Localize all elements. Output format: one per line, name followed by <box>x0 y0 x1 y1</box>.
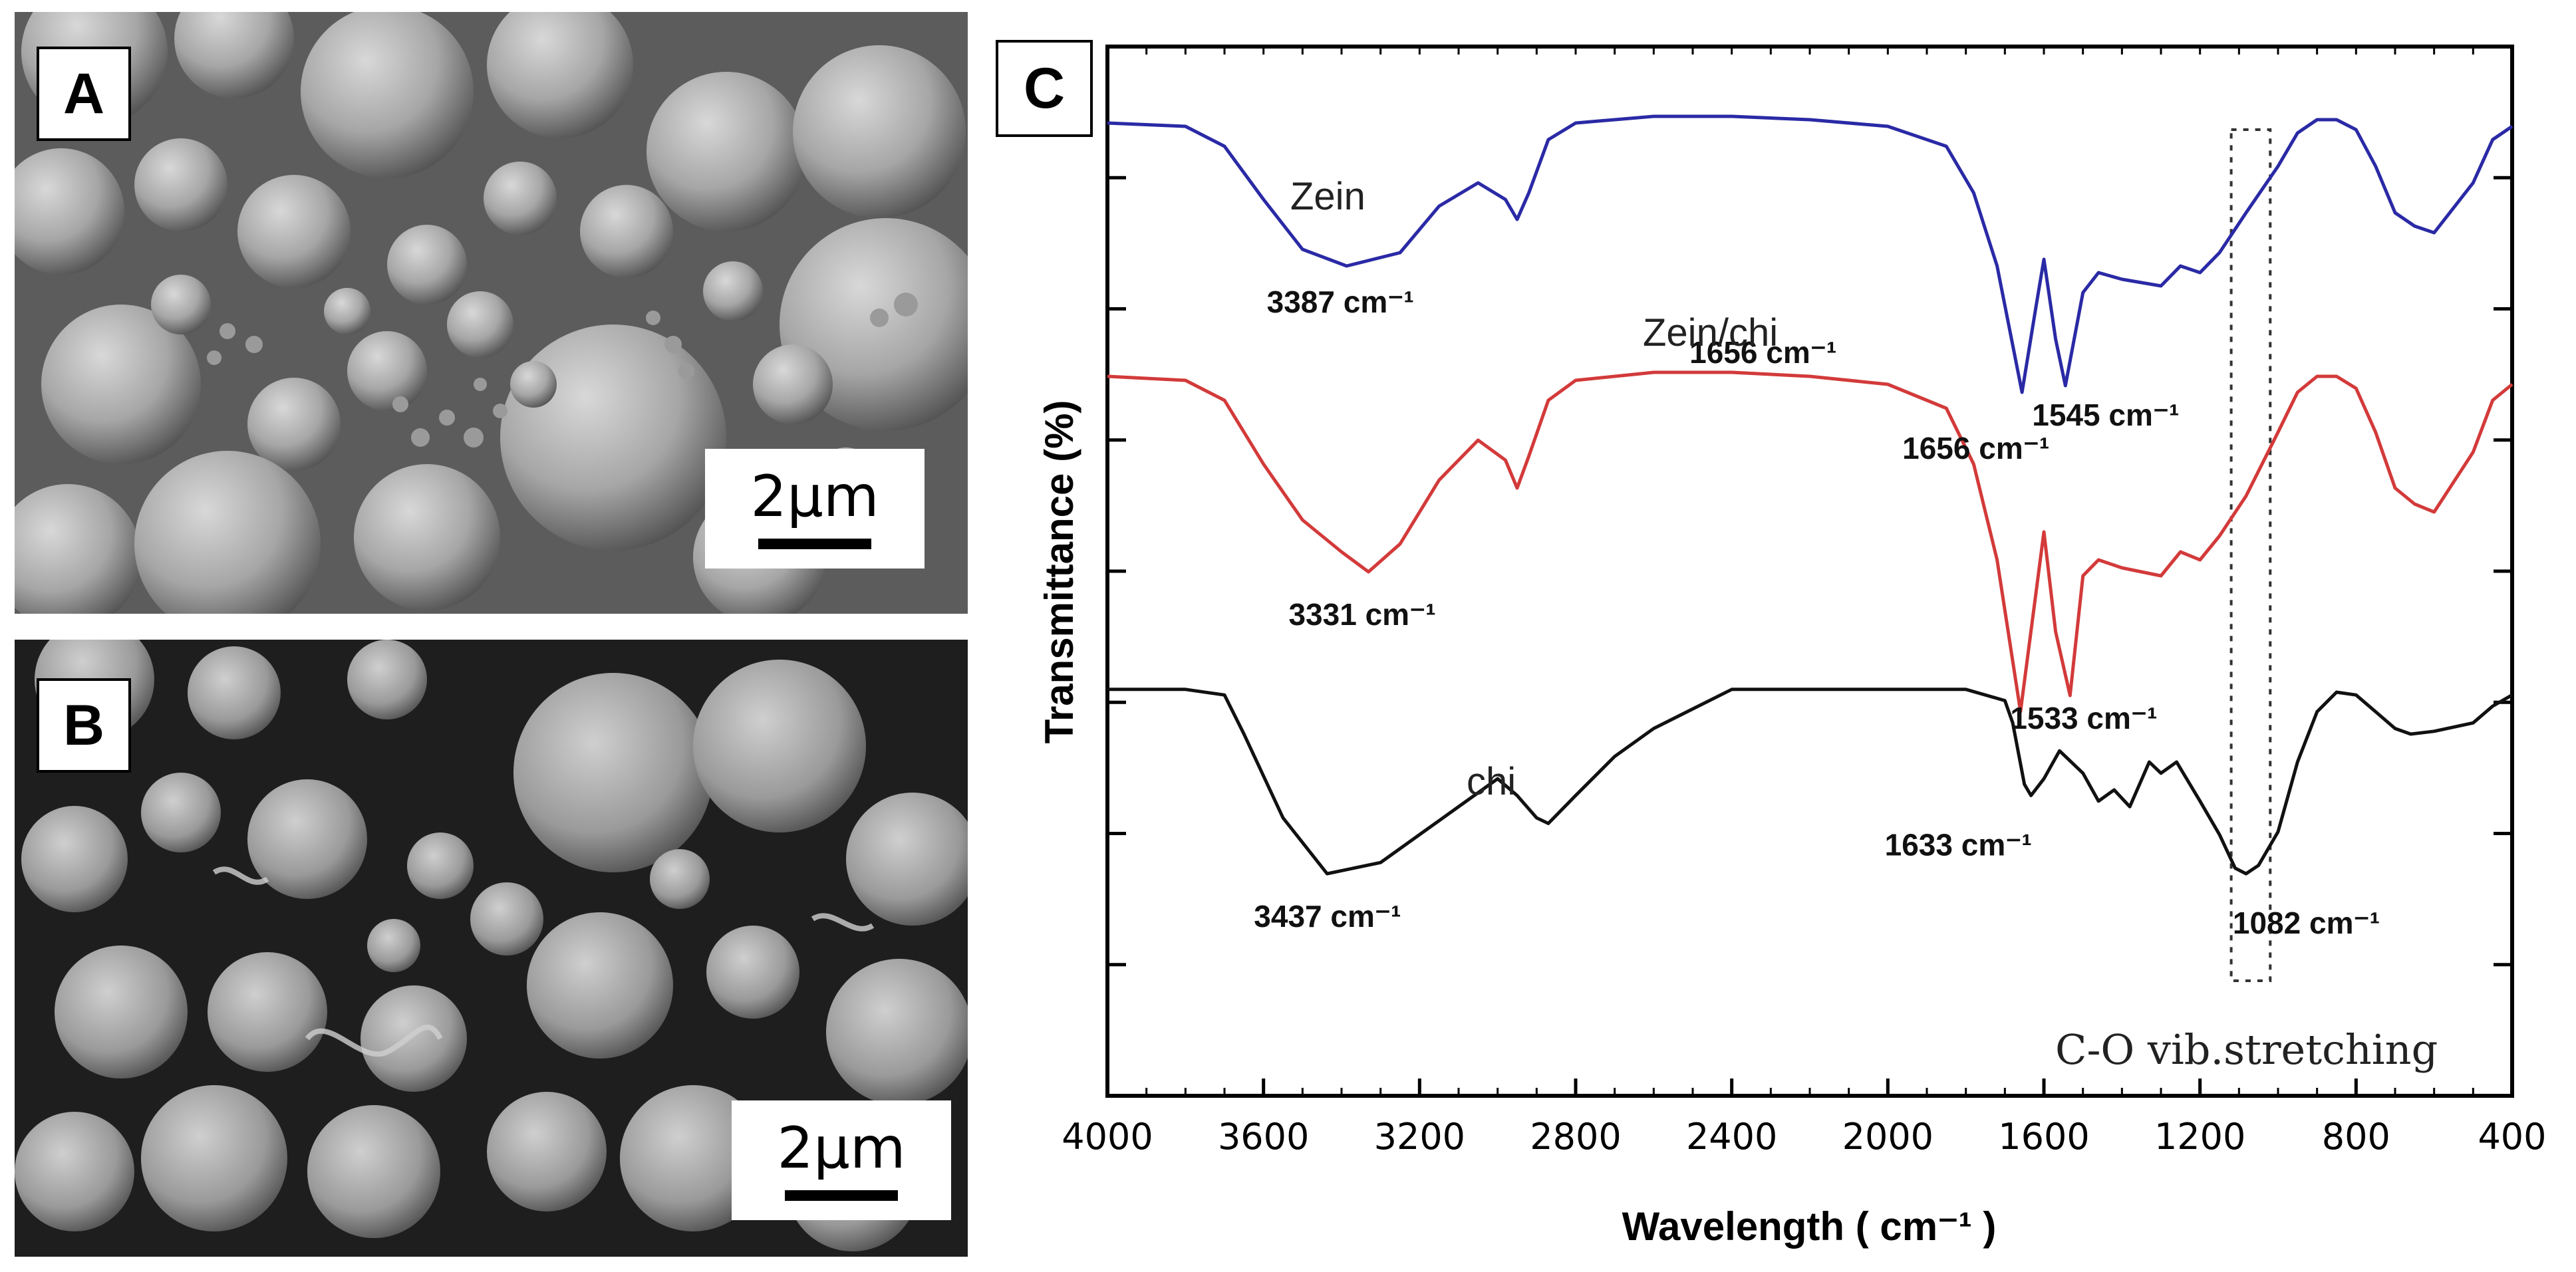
c-o-stretching-note: C-O vib.stretching <box>2055 1025 2438 1074</box>
panel-b-label: B <box>37 678 131 773</box>
x-axis-title: Wavelength ( cm⁻¹ ) <box>1622 1204 1997 1249</box>
scale-bar-a-label: 2µm <box>750 463 879 530</box>
y-axis-title: Transmittance (%) <box>1037 400 1081 744</box>
peak-label: 1545 cm⁻¹ <box>2032 398 2179 432</box>
panel-c-letter: C <box>1023 56 1066 120</box>
scale-bar-b-label: 2µm <box>777 1115 906 1182</box>
sem-image-b <box>15 640 968 1257</box>
peak-label: 1533 cm⁻¹ <box>2010 701 2157 735</box>
panel-b-letter: B <box>63 693 105 757</box>
peak-label: 1082 cm⁻¹ <box>2233 906 2380 940</box>
x-tick-label: 3600 <box>1218 1116 1309 1158</box>
panel-c-label: C <box>996 40 1093 137</box>
scale-bar-b: 2µm <box>732 1100 951 1220</box>
series-label-zein: Zein <box>1290 175 1365 218</box>
x-tick-label: 1600 <box>1998 1116 2089 1158</box>
series-line-chi <box>1107 688 2513 876</box>
x-tick-label: 2000 <box>1842 1116 1933 1158</box>
scale-bar-a: 2µm <box>705 449 925 569</box>
x-tick-label: 4000 <box>1062 1116 1153 1158</box>
scale-bar-b-line <box>785 1190 898 1201</box>
panel-a-letter: A <box>63 61 105 126</box>
panel-a-label: A <box>37 47 131 141</box>
highlight-band <box>2229 128 2272 982</box>
peak-label: 1633 cm⁻¹ <box>1885 827 2032 862</box>
peak-label: 3387 cm⁻¹ <box>1267 285 1414 319</box>
x-tick-label: 2400 <box>1686 1116 1777 1158</box>
x-tick-label: 3200 <box>1374 1116 1465 1158</box>
x-tick-label: 1200 <box>2154 1116 2245 1158</box>
peak-label: 1656 cm⁻¹ <box>1902 431 2049 465</box>
peak-label: 3437 cm⁻¹ <box>1254 899 1401 934</box>
scale-bar-a-line <box>758 539 871 549</box>
x-tick-label: 400 <box>2478 1116 2546 1158</box>
series-label-zein-chi: Zein/chi <box>1643 311 1778 354</box>
peak-label: 3331 cm⁻¹ <box>1288 597 1435 632</box>
peak-label: 1656 cm⁻¹ <box>1689 335 1836 370</box>
sem-image-a <box>15 12 968 614</box>
series-label-chi: chi <box>1467 760 1516 803</box>
x-tick-label: 2800 <box>1530 1116 1621 1158</box>
series-line-zein-chi <box>1107 370 2513 713</box>
series-line-zein <box>1107 114 2513 394</box>
x-tick-label: 800 <box>2322 1116 2390 1158</box>
